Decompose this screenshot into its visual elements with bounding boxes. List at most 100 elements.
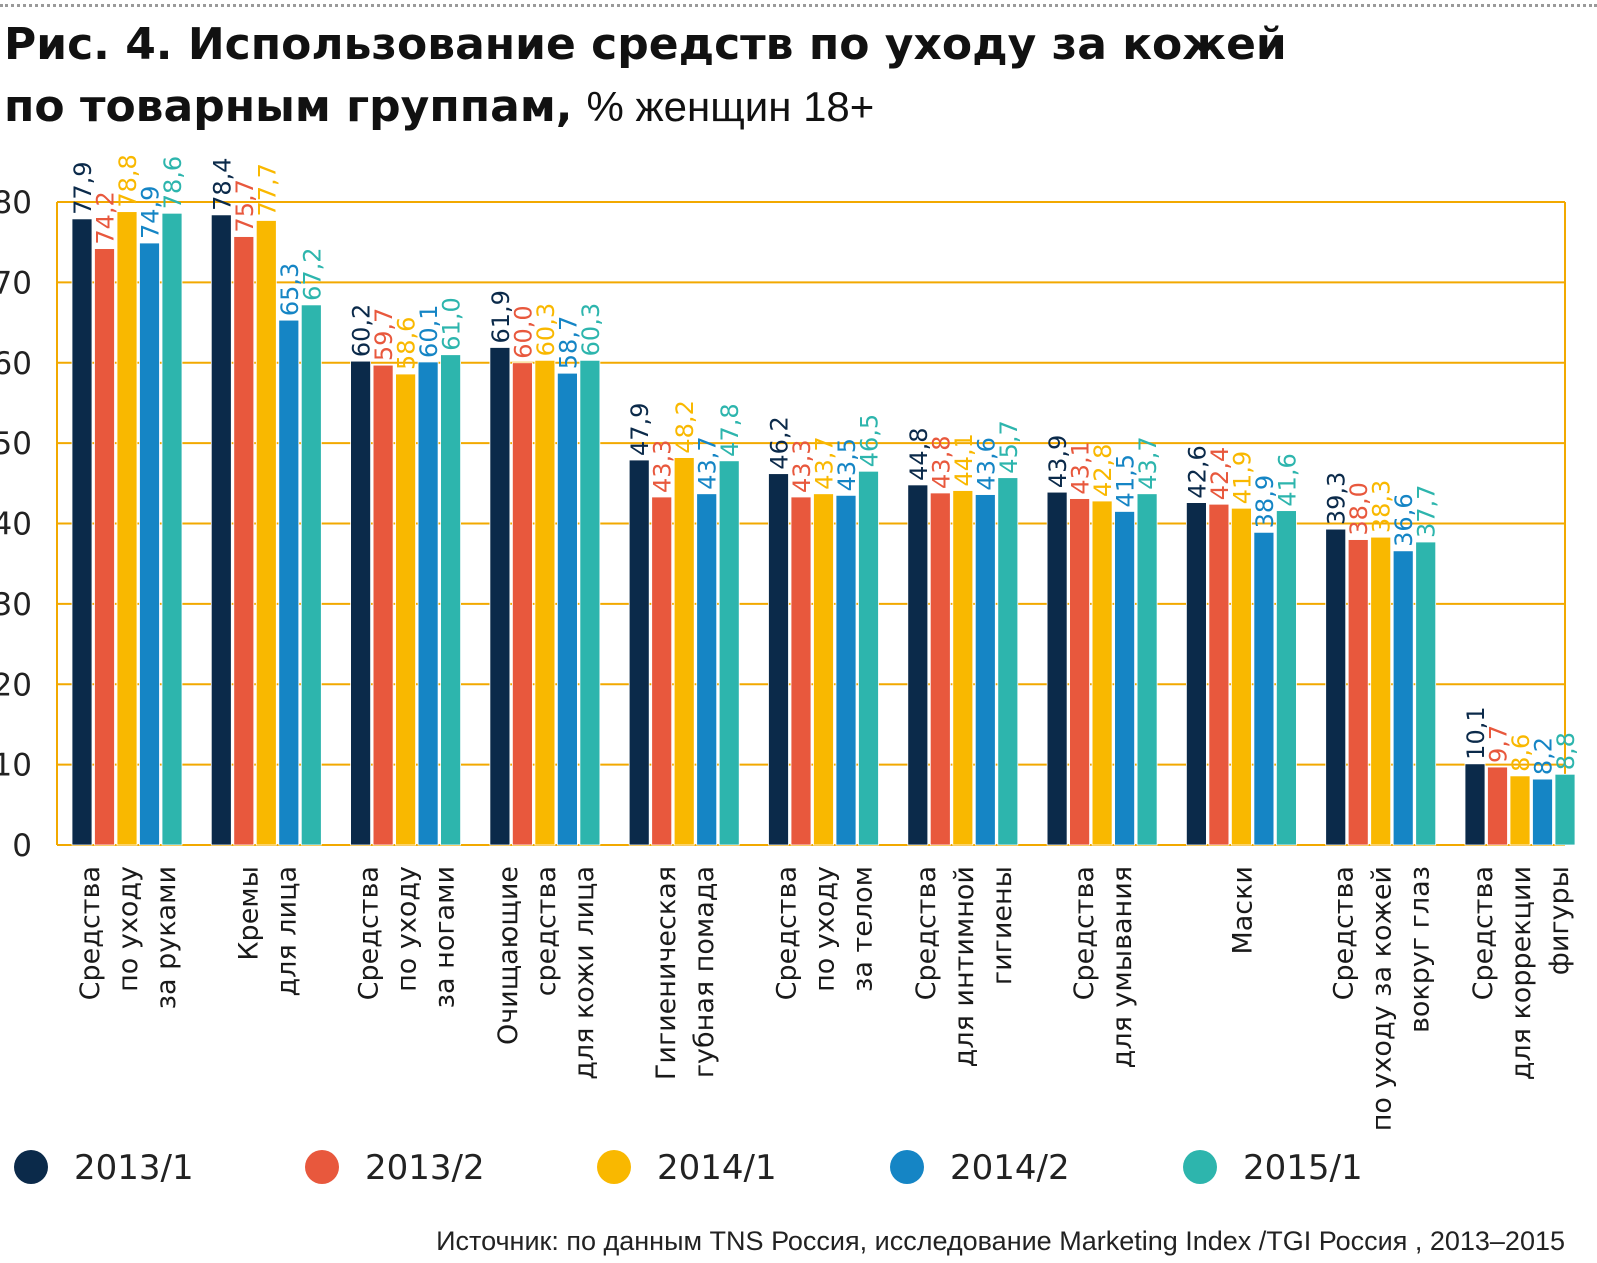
bar-2015-1: [1415, 541, 1437, 846]
bar-2015-1: [440, 354, 462, 846]
legend-swatch: [597, 1150, 631, 1184]
data-label-2014-1: 43,7: [811, 436, 839, 489]
data-label-2015-1: 60,3: [577, 303, 605, 356]
y-tick-label: 20: [0, 667, 32, 703]
data-label-2015-1: 47,8: [716, 403, 744, 456]
x-category-label: по уходу: [810, 866, 841, 992]
data-label-2013-2: 60,0: [509, 305, 537, 358]
title-line-1: Рис. 4. Использование средств по уходу з…: [4, 19, 1287, 70]
data-label-2013-1: 10,1: [1462, 706, 1490, 759]
legend-label: 2015/1: [1243, 1148, 1363, 1188]
data-label-2014-2: 65,3: [276, 263, 304, 316]
bar-2013-1: [71, 218, 93, 846]
bar-2015-1: [858, 470, 879, 846]
data-label-2015-1: 46,5: [856, 414, 884, 467]
bar-2013-2: [512, 362, 533, 846]
bar-2014-1: [1370, 536, 1392, 846]
x-category-label: Средства: [911, 866, 942, 1000]
x-category-label: по уходу: [113, 866, 144, 992]
bar-2013-1: [628, 459, 650, 846]
data-label-2015-1: 78,6: [159, 156, 187, 209]
x-category-label: Маски: [1227, 866, 1258, 955]
bar-2013-2: [1208, 503, 1230, 846]
legend-swatch: [305, 1150, 339, 1184]
legend-label: 2013/2: [365, 1148, 485, 1188]
bar-2015-1: [161, 212, 183, 846]
data-label-2014-2: 41,5: [1112, 454, 1140, 507]
bar-2014-2: [1253, 531, 1275, 846]
x-category-label: Средства: [1329, 866, 1360, 1000]
data-label-2013-1: 43,9: [1044, 435, 1072, 488]
data-label-2013-1: 46,2: [766, 416, 794, 469]
bar-2013-2: [372, 364, 394, 846]
data-label-2014-2: 43,5: [833, 438, 861, 491]
data-label-2015-1: 8,8: [1552, 732, 1580, 770]
data-label-2014-1: 8,6: [1507, 734, 1535, 772]
data-label-2014-1: 48,2: [671, 400, 699, 453]
y-tick-label: 70: [0, 265, 32, 301]
legend-swatch: [1183, 1150, 1217, 1184]
x-category-label: для коррекции: [1506, 866, 1537, 1080]
data-label-2014-1: 38,3: [1368, 480, 1396, 533]
data-label-2014-2: 58,7: [554, 316, 582, 369]
data-label-2013-2: 75,7: [231, 179, 259, 232]
data-label-2013-2: 59,7: [370, 308, 398, 361]
data-label-2014-1: 44,1: [950, 433, 978, 486]
y-tick-label: 40: [0, 507, 32, 543]
x-category-label: вокруг глаз: [1405, 866, 1436, 1033]
title-line-2: по товарным группам,: [4, 81, 573, 132]
x-category-label: по уходу: [392, 866, 423, 992]
bar-2014-2: [974, 494, 996, 846]
bar-2013-1: [1186, 502, 1207, 846]
bar-2014-1: [1509, 775, 1531, 846]
bar-2014-1: [395, 373, 417, 846]
bar-2013-1: [1325, 528, 1347, 846]
bar-2013-2: [929, 492, 951, 846]
bar-2014-1: [673, 457, 695, 846]
bar-2013-1: [907, 484, 929, 846]
data-label-2014-1: 41,9: [1228, 451, 1256, 504]
legend-label: 2014/2: [950, 1148, 1070, 1188]
x-category-label: для кожи лица: [569, 866, 600, 1080]
bar-2014-2: [835, 494, 857, 846]
data-label-2014-1: 78,8: [114, 154, 142, 207]
bar-2014-2: [557, 372, 578, 846]
x-category-label: Средства: [1468, 866, 1499, 1000]
x-category-label: Средства: [1069, 866, 1100, 1000]
data-label-2013-2: 43,3: [649, 440, 677, 493]
x-category-label: Очищающие: [493, 866, 524, 1045]
data-label-2014-1: 77,7: [253, 163, 281, 216]
x-category-label: за руками: [151, 866, 182, 1009]
data-label-2013-1: 42,6: [1183, 445, 1211, 498]
bar-2014-2: [696, 493, 718, 846]
data-label-2015-1: 43,7: [1134, 436, 1162, 489]
bar-2014-1: [1231, 507, 1252, 846]
bar-2014-2: [1532, 778, 1553, 846]
data-label-2014-2: 36,6: [1390, 493, 1418, 546]
data-label-2014-2: 43,7: [694, 436, 722, 489]
bar-2013-2: [651, 496, 673, 846]
top-dotted-rule: [0, 4, 1597, 7]
data-label-2014-2: 43,6: [972, 437, 1000, 490]
data-label-2015-1: 37,7: [1413, 485, 1441, 538]
source-note: Источник: по данным TNS Россия, исследов…: [436, 1226, 1565, 1256]
bar-2015-1: [1136, 493, 1158, 846]
bar-2014-1: [534, 359, 556, 846]
data-label-2014-2: 60,1: [415, 305, 443, 358]
data-label-2013-2: 43,8: [927, 436, 955, 489]
y-tick-label: 80: [0, 185, 32, 221]
bar-2014-2: [278, 319, 300, 846]
chart-title: Рис. 4. Использование средств по уходу з…: [4, 14, 1504, 138]
bar-2014-1: [255, 220, 277, 846]
bar-2013-1: [1464, 763, 1486, 846]
bar-2013-2: [790, 496, 812, 846]
data-label-2015-1: 45,7: [995, 420, 1023, 473]
bar-chart: 0 10 20 30 40 50 60 70 80 77,974,278,874,978,6 Сре…: [0, 154, 1580, 1130]
bar-2013-2: [233, 236, 255, 846]
y-tick-label: 30: [0, 587, 32, 623]
data-label-2014-2: 38,9: [1251, 475, 1279, 528]
x-category-label: Средства: [772, 866, 803, 1000]
bar-2015-1: [579, 359, 601, 846]
data-label-2015-1: 41,6: [1273, 453, 1301, 506]
bar-2014-2: [139, 242, 160, 846]
